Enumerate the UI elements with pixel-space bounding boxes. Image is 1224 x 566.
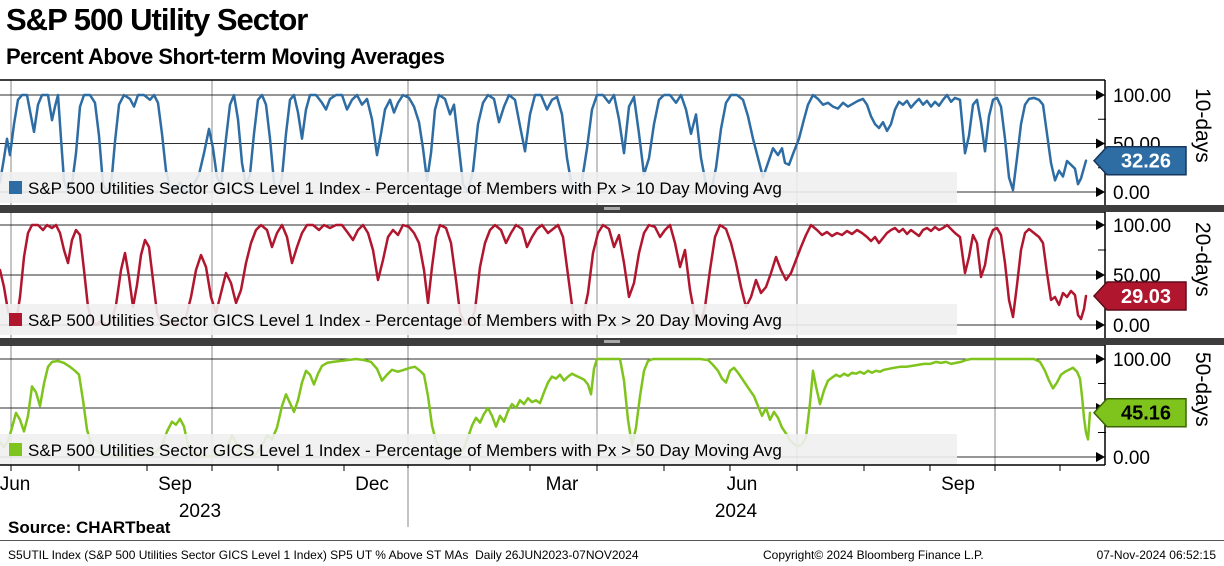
y-tick-label: 0.00 bbox=[1113, 316, 1150, 337]
y-tick-label: 0.00 bbox=[1113, 448, 1150, 469]
x-month-label: Jun bbox=[0, 474, 30, 495]
x-month-label: Sep bbox=[158, 474, 192, 495]
separator-drag-handle[interactable] bbox=[604, 207, 620, 210]
panel-label-20-days: 20-days bbox=[1191, 222, 1214, 297]
last-value-badge-50d[interactable]: 45.16 bbox=[1092, 397, 1187, 428]
axis-arrow-icon bbox=[1096, 90, 1105, 100]
axis-arrow-icon bbox=[1096, 270, 1105, 280]
axis-arrow-icon bbox=[1096, 220, 1105, 230]
legend-swatch-icon bbox=[9, 181, 22, 194]
y-tick-label: 100.00 bbox=[1113, 216, 1171, 237]
page-title: S&P 500 Utility Sector bbox=[6, 2, 308, 37]
svg-text:29.03: 29.03 bbox=[1121, 286, 1171, 308]
x-year-label: 2024 bbox=[715, 501, 758, 522]
legend-20d[interactable]: S&P 500 Utilities Sector GICS Level 1 In… bbox=[0, 304, 957, 335]
y-tick-label: 100.00 bbox=[1113, 86, 1171, 107]
footer-timestamp: 07-Nov-2024 06:52:15 bbox=[1096, 548, 1216, 562]
legend-50d[interactable]: S&P 500 Utilities Sector GICS Level 1 In… bbox=[0, 434, 957, 465]
panel-label-10-days: 10-days bbox=[1191, 88, 1214, 163]
source-label: Source: CHARTbeat bbox=[8, 518, 171, 537]
svg-text:32.26: 32.26 bbox=[1121, 151, 1171, 173]
x-month-label: Jun bbox=[727, 474, 758, 495]
footer-security-description: S5UTIL Index (S&P 500 Utilities Sector G… bbox=[8, 548, 639, 562]
separator-drag-handle[interactable] bbox=[604, 340, 620, 343]
legend-swatch-icon bbox=[9, 443, 22, 456]
x-month-label: Sep bbox=[941, 474, 975, 495]
footer-copyright: Copyright© 2024 Bloomberg Finance L.P. bbox=[763, 548, 984, 562]
axis-arrow-icon bbox=[1096, 187, 1105, 197]
last-value-badge-20d[interactable]: 29.03 bbox=[1092, 281, 1187, 311]
footer-bar: S5UTIL Index (S&P 500 Utilities Sector G… bbox=[0, 540, 1224, 566]
page-subtitle: Percent Above Short-term Moving Averages bbox=[6, 44, 445, 69]
y-tick-label: 100.00 bbox=[1113, 350, 1171, 371]
legend-swatch-icon bbox=[9, 313, 22, 326]
axis-arrow-icon bbox=[1096, 320, 1105, 330]
svg-text:S&P 500 Utilities Sector GICS: S&P 500 Utilities Sector GICS Level 1 In… bbox=[28, 179, 782, 198]
svg-text:S&P 500 Utilities Sector GICS: S&P 500 Utilities Sector GICS Level 1 In… bbox=[28, 441, 782, 460]
panel-label-50-days: 50-days bbox=[1191, 352, 1214, 427]
legend-10d[interactable]: S&P 500 Utilities Sector GICS Level 1 In… bbox=[0, 172, 957, 203]
x-year-label: 2023 bbox=[179, 501, 221, 522]
axis-arrow-icon bbox=[1096, 452, 1105, 462]
y-tick-label: 0.00 bbox=[1113, 183, 1150, 204]
axis-arrow-icon bbox=[1096, 354, 1105, 364]
axis-arrow-icon bbox=[1096, 138, 1105, 149]
x-month-label: Dec bbox=[355, 474, 389, 495]
svg-text:S&P 500 Utilities Sector GICS: S&P 500 Utilities Sector GICS Level 1 In… bbox=[28, 311, 782, 330]
last-value-badge-10d[interactable]: 32.26 bbox=[1092, 145, 1187, 176]
svg-text:45.16: 45.16 bbox=[1121, 403, 1171, 425]
x-month-label: Mar bbox=[546, 474, 579, 495]
